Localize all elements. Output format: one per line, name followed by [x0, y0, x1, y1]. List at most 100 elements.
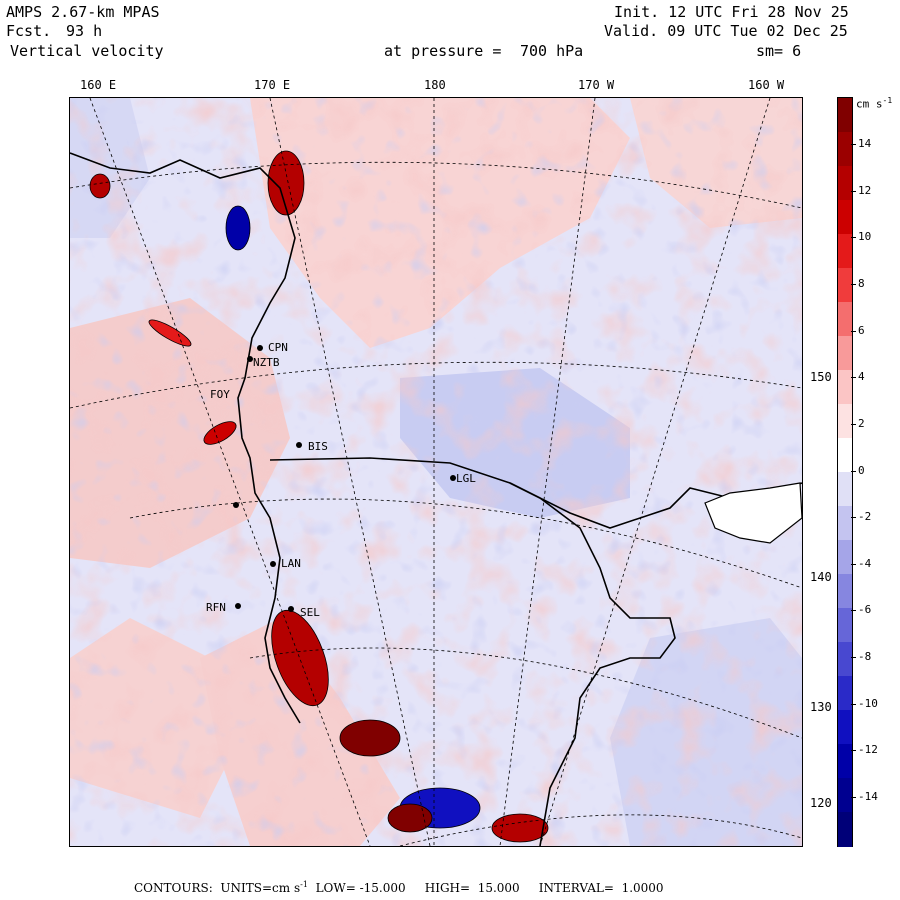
colorbar-tick-label: -10	[858, 696, 878, 710]
station-dot-sel	[288, 606, 294, 612]
valid-time: Valid. 09 UTC Tue 02 Dec 25	[604, 22, 848, 40]
station-lan[interactable]: LAN	[281, 557, 301, 570]
coastline-west	[70, 152, 301, 724]
station-dot-foy	[233, 502, 239, 508]
colorbar-segment	[838, 302, 852, 337]
colorbar-segment	[838, 472, 852, 507]
colorbar-tick	[851, 190, 856, 192]
colorbar-segment	[838, 336, 852, 371]
colorbar-tick-label: 14	[858, 137, 872, 150]
colorbar-tick	[851, 657, 856, 659]
island-group	[704, 482, 802, 544]
station-rfn[interactable]: RFN	[206, 601, 226, 614]
colorbar-tick-label: -4	[858, 556, 872, 570]
colorbar-tick	[851, 610, 856, 612]
lon-label-170w: 170 W	[578, 78, 615, 92]
colorbar-segment	[838, 98, 852, 133]
station-cpn[interactable]: CPN	[268, 341, 288, 354]
colorbar-tick	[851, 237, 856, 239]
colorbar-tick	[851, 283, 856, 285]
colorbar-tick-label: 6	[858, 323, 865, 337]
colorbar-tick	[851, 703, 856, 705]
parallel-1	[70, 161, 802, 209]
colorbar-tick-label: -8	[858, 650, 872, 664]
colorbar-segment	[838, 200, 852, 235]
station-dot-nztb	[247, 356, 253, 362]
colorbar-segment	[838, 744, 852, 779]
colorbar-tick-label: 12	[858, 183, 872, 197]
colorbar-tick	[851, 470, 856, 472]
colorbar-tick	[851, 517, 856, 519]
forecast-hour: 93 h	[66, 22, 103, 40]
colorbar-tick	[851, 750, 856, 752]
station-dot-bis	[296, 442, 302, 448]
colorbar-tick-label: 0	[858, 463, 865, 477]
meridian-160e	[89, 98, 371, 846]
strong-feature-north	[267, 150, 305, 216]
colorbar-segment	[838, 268, 852, 303]
colorbar-tick	[851, 144, 856, 145]
strong-feature-north-blue	[225, 205, 251, 251]
station-nztb[interactable]: NZTB	[253, 356, 280, 369]
parallel-2	[70, 361, 802, 409]
colorbar-segment	[838, 710, 852, 745]
station-bis[interactable]: BIS	[308, 440, 328, 453]
station-dot-lgl	[450, 475, 456, 481]
colorbar-tick-label: -12	[858, 743, 878, 757]
pressure-label: at pressure =	[384, 42, 502, 60]
lon-label-180: 180	[424, 78, 446, 92]
forecast-label: Fcst.	[6, 22, 52, 40]
colorbar-tick	[851, 563, 856, 565]
strong-feature-south	[387, 803, 433, 833]
colorbar-segment	[838, 166, 852, 201]
colorbar-segment	[838, 132, 852, 167]
meridian-170e	[269, 98, 431, 846]
station-lgl[interactable]: LGL	[456, 472, 476, 485]
model-title: AMPS 2.67-km MPAS	[6, 3, 160, 21]
colorbar-segment	[838, 676, 852, 711]
negative-texture	[70, 98, 802, 846]
strong-feature-streak2	[203, 421, 237, 445]
colorbar-tick	[851, 330, 856, 332]
colorbar-segment	[838, 404, 852, 439]
colorbar-tick-label: -14	[858, 790, 878, 803]
colorbar-units: cm s-1	[856, 96, 893, 111]
colorbar-segment	[838, 438, 852, 473]
parallel-5	[399, 814, 802, 846]
colorbar-tick-label: 4	[858, 370, 865, 384]
meridian-160w	[539, 98, 771, 846]
graticule	[70, 98, 802, 846]
lon-label-160e: 160 E	[80, 78, 117, 92]
station-dot-rfn	[235, 603, 241, 609]
colorbar-segment	[838, 608, 852, 643]
strong-feature-south2	[491, 813, 549, 843]
colorbar-tick-label: 8	[858, 276, 865, 290]
parallel-4	[249, 647, 802, 739]
colorbar-segment	[838, 540, 852, 575]
map-panel[interactable]: CPN NZTB BIS LGL LAN SEL RFN FOY	[69, 97, 803, 847]
station-sel[interactable]: SEL	[300, 606, 320, 619]
station-dot-cpn	[257, 345, 263, 351]
lon-label-160w: 160 W	[748, 78, 785, 92]
strong-feature-streak	[148, 319, 192, 347]
colorbar-segment	[838, 574, 852, 609]
field-name: Vertical velocity	[10, 42, 164, 60]
colorbar-segment	[838, 642, 852, 677]
footer-contours: CONTOURS: UNITS=cm s-1 LOW= -15.000 HIGH…	[134, 880, 664, 895]
colorbar-segment	[838, 234, 852, 269]
colorbar-tick-label: -2	[858, 510, 872, 524]
colorbar-tick-label: 2	[858, 416, 865, 430]
lon-label-170e: 170 E	[254, 78, 291, 92]
colorbar-segment	[838, 506, 852, 541]
strong-feature-nw	[89, 173, 111, 199]
colorbar-tick	[851, 377, 856, 379]
pressure-value: 700 hPa	[520, 42, 584, 60]
colorbar	[837, 97, 853, 847]
init-time: Init. 12 UTC Fri 28 Nov 25	[614, 3, 849, 21]
colorbar-segment	[838, 812, 852, 847]
colorbar-tick-label: -6	[858, 603, 872, 617]
station-foy[interactable]: FOY	[210, 388, 230, 401]
colorbar-tick	[851, 797, 856, 798]
station-dot-lan	[270, 561, 276, 567]
smoothing: sm= 6	[756, 42, 802, 60]
